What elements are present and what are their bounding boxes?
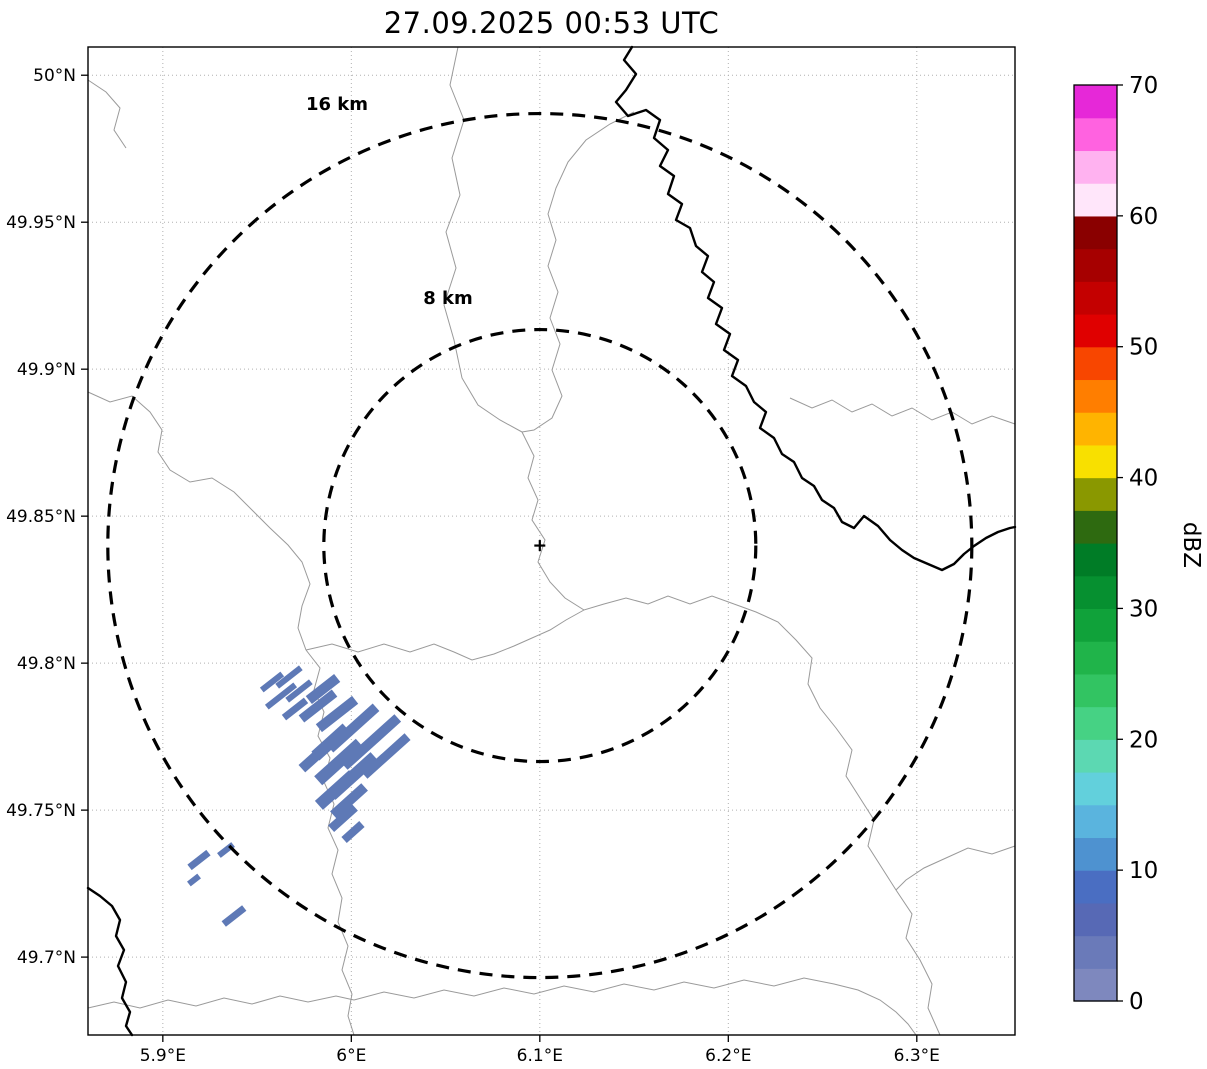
range-ring-label: 8 km [423, 288, 473, 309]
range-ring-16km [106, 111, 974, 980]
colorbar-tick-label: 10 [1129, 858, 1158, 884]
range-rings: 16 km 8 km [106, 94, 974, 980]
range-ring-label: 16 km [306, 94, 368, 115]
x-tick-label: 6.3°E [894, 1046, 940, 1066]
colorbar-frame [1073, 84, 1118, 1002]
colorbar-tick-label: 40 [1129, 466, 1158, 492]
colorbar: 0 10 20 30 40 50 60 70 dBZ [1073, 73, 1204, 1015]
y-tick-label: 49.95°N [6, 213, 76, 233]
radar-echoes [187, 665, 411, 927]
y-tick-label: 49.75°N [6, 801, 76, 821]
national-border [86, 45, 1017, 1037]
x-tick-label: 6.2°E [705, 1046, 751, 1066]
graticule-gridlines [88, 47, 1015, 1035]
y-tick-label: 49.9°N [17, 360, 76, 380]
colorbar-axis-label: dBZ [1178, 522, 1204, 568]
municipal-boundaries [87, 46, 1016, 1036]
colorbar-tick-label: 50 [1129, 335, 1158, 361]
colorbar-tick-label: 20 [1129, 727, 1158, 753]
x-tick-label: 6°E [336, 1046, 366, 1066]
figure-title: 27.09.2025 00:53 UTC [383, 6, 720, 40]
y-tick-label: 49.8°N [17, 654, 76, 674]
y-tick-label: 50°N [33, 66, 76, 86]
colorbar-tick-label: 60 [1129, 204, 1158, 230]
plot-frame [87, 46, 1016, 1036]
radar-site-marker [534, 540, 546, 552]
range-ring-8km [322, 327, 758, 764]
y-tick-label: 49.7°N [17, 948, 76, 968]
y-axis-ticks: 50°N 49.95°N 49.9°N 49.85°N 49.8°N 49.75°N 49.… [6, 66, 88, 968]
colorbar-tick-label: 0 [1129, 989, 1144, 1015]
x-tick-label: 5.9°E [140, 1046, 186, 1066]
x-axis-ticks: 5.9°E 6°E 6.1°E 6.2°E 6.3°E [140, 1035, 940, 1066]
y-tick-label: 49.85°N [6, 507, 76, 527]
colorbar-tick-label: 70 [1129, 73, 1158, 99]
colorbar-tick-label: 30 [1129, 596, 1158, 622]
x-tick-label: 6.1°E [517, 1046, 563, 1066]
